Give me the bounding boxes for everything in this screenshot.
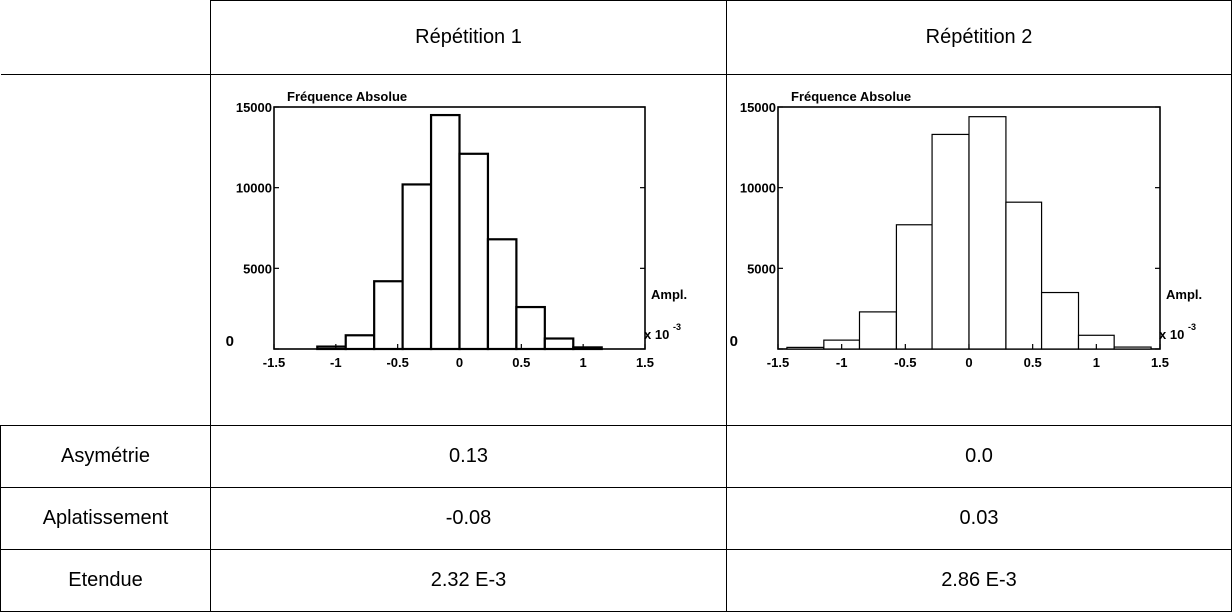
histogram-cell-rep2: 0 5000 10000 15000 -1.5 -1 -0.5 0 0.5 1 1.5 Fréquen… <box>726 74 1232 426</box>
x-tick-label: -0.5 <box>386 355 408 370</box>
histogram-bar <box>515 305 546 350</box>
histogram-bar <box>895 223 933 350</box>
asymetrie-value-rep1: 0.13 <box>210 425 727 488</box>
y-tick-label: 15000 <box>740 100 776 115</box>
x-tick-label: 1 <box>1093 355 1100 370</box>
chart-title: Fréquence Absolue <box>287 89 407 104</box>
row-label-etendue: Etendue <box>0 549 212 612</box>
histogram-bar <box>429 113 461 350</box>
y-tick-label: 5000 <box>747 261 776 276</box>
x-tick-label: 0.5 <box>1024 355 1042 370</box>
x-tick-label: -1.5 <box>767 355 789 370</box>
aplatissement-value-rep1: -0.08 <box>210 487 727 550</box>
histogram-bar <box>458 152 490 350</box>
y-tick-label: 10000 <box>740 180 776 195</box>
row-label-asymetrie: Asymétrie <box>0 425 212 488</box>
histogram-bar <box>786 346 825 350</box>
x-tick-label: 1.5 <box>1151 355 1169 370</box>
corner-cell-lower <box>0 74 212 426</box>
x-axis-exponent: -3 <box>1188 322 1196 332</box>
x-axis-multiplier: x 10 <box>644 327 669 342</box>
aplatissement-value-rep2: 0.03 <box>726 487 1232 550</box>
y-tick-label: 10000 <box>236 180 272 195</box>
y-tick-label: 0 <box>226 333 234 350</box>
row-label-aplatissement: Aplatissement <box>0 487 212 550</box>
histogram-bar <box>968 115 1007 350</box>
histogram-rep1: 0 5000 10000 15000 -1.5 -1 -0.5 0 0.5 1 1.5 Fréquen… <box>226 89 687 370</box>
x-tick-label: 0.5 <box>512 355 530 370</box>
histogram-bar <box>858 310 898 350</box>
histogram-bar <box>401 182 433 350</box>
x-axis-label: Ampl. <box>651 287 687 302</box>
x-tick-label: 1.5 <box>636 355 654 370</box>
x-tick-label: 0 <box>965 355 972 370</box>
chart-title: Fréquence Absolue <box>791 89 911 104</box>
histogram-bar <box>1113 345 1152 350</box>
x-tick-label: 1 <box>580 355 587 370</box>
x-axis-multiplier: x 10 <box>1159 327 1184 342</box>
histogram-bar <box>1005 201 1043 350</box>
x-tick-label: 0 <box>456 355 463 370</box>
histogram-bar <box>373 279 404 350</box>
asymetrie-value-rep2: 0.0 <box>726 425 1232 488</box>
histogram-bar <box>931 133 970 350</box>
x-axis-exponent: -3 <box>673 322 681 332</box>
x-tick-label: -1.5 <box>263 355 285 370</box>
y-tick-label: 0 <box>730 333 738 350</box>
x-axis-label: Ampl. <box>1166 287 1202 302</box>
y-tick-label: 15000 <box>236 100 272 115</box>
histogram-bar <box>1040 291 1080 350</box>
corner-cell <box>0 0 212 75</box>
y-tick-label: 5000 <box>243 261 272 276</box>
column-header-rep1: Répétition 1 <box>210 0 727 75</box>
histogram-bar <box>486 237 518 350</box>
histogram-rep2: 0 5000 10000 15000 -1.5 -1 -0.5 0 0.5 1 1.5 Fréquen… <box>730 89 1202 370</box>
histogram-cell-rep1: 0 5000 10000 15000 -1.5 -1 -0.5 0 0.5 1 1.5 Fréquen… <box>210 74 727 426</box>
etendue-value-rep2: 2.86 E-3 <box>726 549 1232 612</box>
histogram-bar <box>543 336 575 350</box>
etendue-value-rep1: 2.32 E-3 <box>210 549 727 612</box>
histogram-bar <box>572 345 603 350</box>
histogram-bar <box>316 344 347 350</box>
x-tick-label: -0.5 <box>894 355 916 370</box>
x-tick-label: -1 <box>836 355 848 370</box>
histogram-bar <box>344 333 376 350</box>
x-tick-label: -1 <box>330 355 342 370</box>
column-header-rep2: Répétition 2 <box>726 0 1232 75</box>
